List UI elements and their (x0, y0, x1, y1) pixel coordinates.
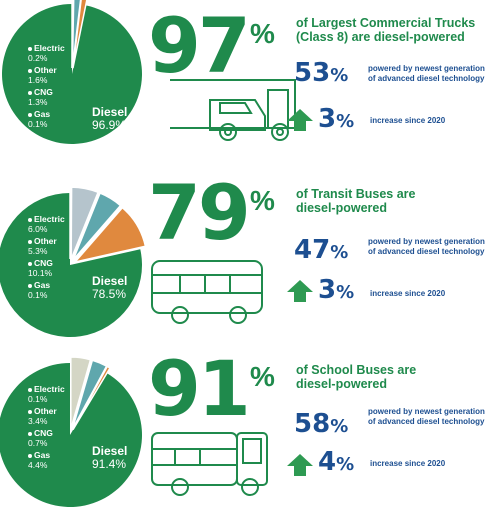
advanced-text: powered by newest generation of advanced… (368, 407, 488, 426)
legend-value: 5.3% (28, 247, 57, 257)
increase-text: increase since 2020 (370, 116, 450, 126)
legend-value: 1.6% (28, 76, 57, 86)
legend-dot-icon (28, 262, 32, 266)
big-percent-sign: % (250, 187, 275, 215)
legend-value: 3.4% (28, 417, 57, 427)
legend-value: 10.1% (28, 269, 53, 279)
legend-dot-icon (28, 388, 32, 392)
legend-dot-icon (28, 432, 32, 436)
legend-dot-icon (28, 218, 32, 222)
legend-dot-icon (28, 113, 32, 117)
increase-percent: 3% (318, 277, 354, 306)
legend-dot-icon (28, 69, 32, 73)
legend-value: 4.4% (28, 461, 50, 471)
up-arrow-icon (286, 279, 314, 303)
legend-name: Gas (34, 280, 50, 290)
increase-percent: 3% (318, 106, 354, 135)
legend-name: Diesel (92, 274, 127, 288)
legend-value: 1.3% (28, 98, 53, 108)
legend-name: CNG (34, 258, 53, 268)
vehicle-title: of Largest Commercial Trucks (Class 8) a… (296, 16, 486, 44)
legend-dot-icon (28, 284, 32, 288)
legend-value: 78.5% (92, 288, 127, 300)
legend-name: Electric (34, 214, 65, 224)
pie-chart (0, 345, 160, 505)
pie-chart (0, 2, 160, 162)
big-percent-sign: % (250, 20, 275, 48)
advanced-percent: 53% (294, 60, 348, 89)
legend-name: Electric (34, 43, 65, 53)
school-bus-icon (150, 425, 290, 505)
legend-value: 0.7% (28, 439, 53, 449)
legend-value: 96.9% (92, 119, 127, 131)
legend-dot-icon (28, 240, 32, 244)
up-arrow-icon (286, 453, 314, 477)
big-percent-value: 97 (148, 8, 248, 84)
vehicle-title: of School Buses are diesel-powered (296, 363, 436, 391)
legend-name: Gas (34, 450, 50, 460)
vehicle-title: of Transit Buses are diesel-powered (296, 187, 436, 215)
advanced-text: powered by newest generation of advanced… (368, 64, 488, 83)
legend-name: Gas (34, 109, 50, 119)
panel-school-buses: 91 % of School Buses are diesel-powered … (0, 345, 492, 513)
legend-name: Electric (34, 384, 65, 394)
advanced-percent: 47% (294, 237, 348, 266)
legend-name: Diesel (92, 105, 127, 119)
advanced-percent: 58% (294, 411, 348, 440)
legend-name: Diesel (92, 444, 127, 458)
legend-value: 0.1% (28, 291, 50, 301)
legend-value: 0.1% (28, 395, 65, 405)
up-arrow-icon (286, 108, 314, 132)
legend-name: CNG (34, 87, 53, 97)
legend-dot-icon (28, 410, 32, 414)
pie-chart (0, 175, 160, 335)
legend-value: 0.1% (28, 120, 50, 130)
legend-value: 6.0% (28, 225, 65, 235)
panel-trucks: 97 % of Largest Commercial Trucks (Class… (0, 2, 492, 170)
legend-dot-icon (28, 47, 32, 51)
legend-name: Other (34, 406, 57, 416)
legend-dot-icon (28, 91, 32, 95)
big-percent-value: 91 (148, 351, 248, 427)
increase-text: increase since 2020 (370, 289, 450, 299)
increase-text: increase since 2020 (370, 459, 450, 469)
legend-value: 91.4% (92, 458, 127, 470)
big-percent-sign: % (250, 363, 275, 391)
big-percent-value: 79 (148, 175, 248, 251)
advanced-text: powered by newest generation of advanced… (368, 237, 488, 256)
panel-transit-buses: 79 % of Transit Buses are diesel-powered… (0, 175, 492, 343)
increase-percent: 4% (318, 449, 354, 478)
legend-name: CNG (34, 428, 53, 438)
legend-name: Other (34, 65, 57, 75)
legend-value: 0.2% (28, 54, 65, 64)
legend-dot-icon (28, 454, 32, 458)
transit-bus-icon (150, 253, 290, 333)
legend-name: Other (34, 236, 57, 246)
